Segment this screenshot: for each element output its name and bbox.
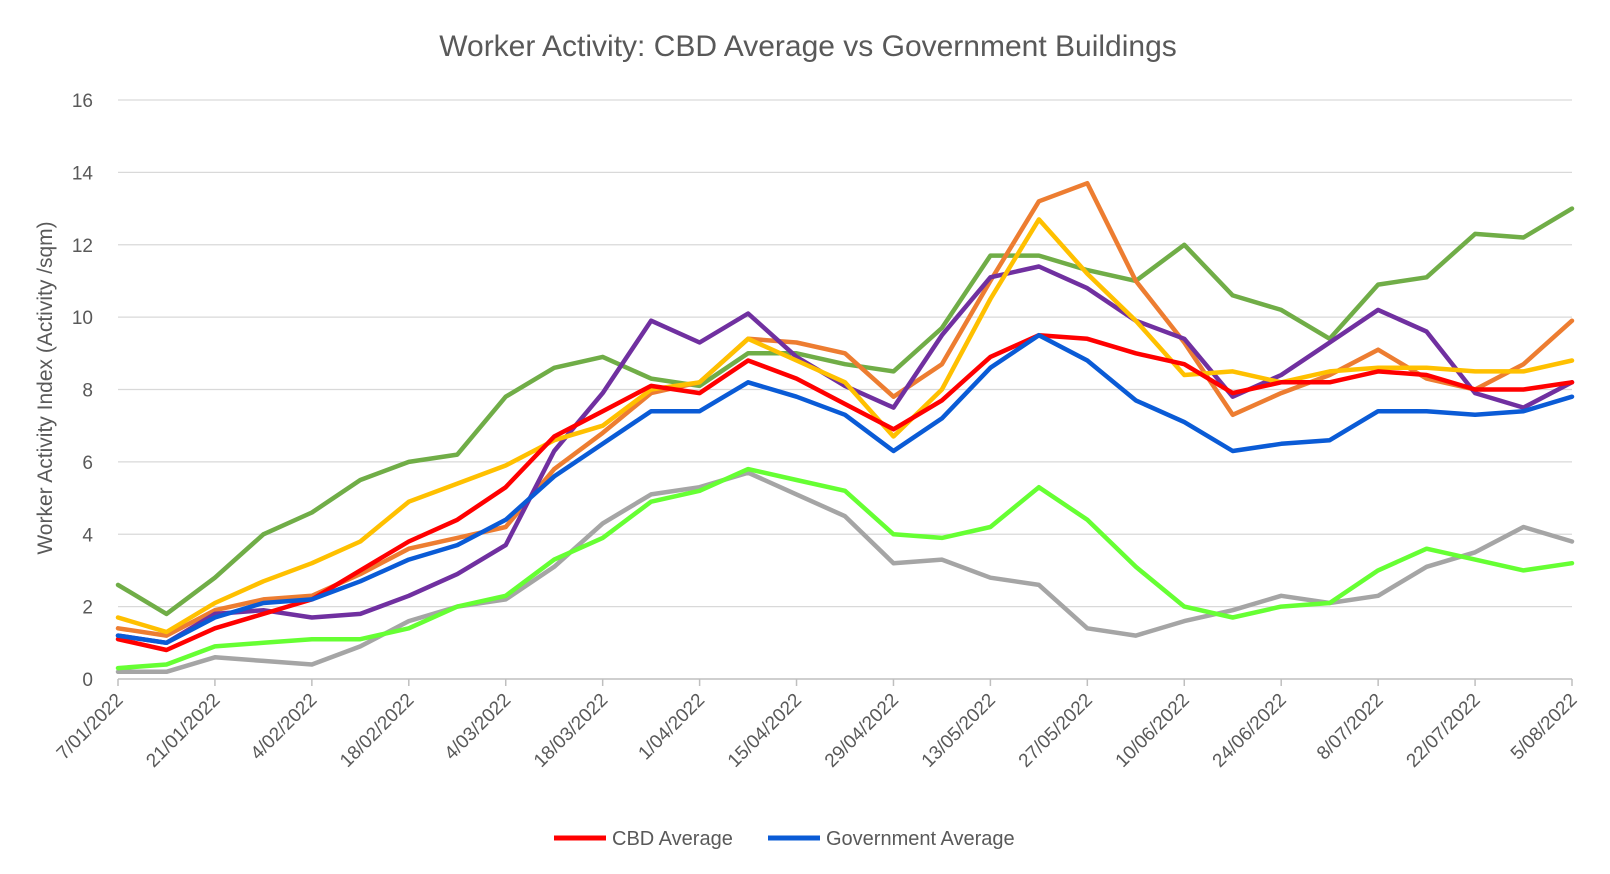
series-line-cbd-average [115, 332, 1575, 653]
x-tick-label: 4/02/2022 [247, 690, 322, 765]
y-tick-label: 0 [82, 670, 93, 691]
x-tick-label: 13/05/2022 [918, 690, 1000, 772]
x-tick-label: 18/03/2022 [530, 690, 612, 772]
series-line-5 [115, 470, 1575, 675]
x-tick-labels: 7/01/2022 21/01/2022 4/02/2022 18/02/2022 4/… [53, 690, 1582, 772]
x-tick-label: 21/01/2022 [142, 690, 224, 772]
legend-label: Government Average [826, 828, 1015, 850]
series-line-government-average [115, 332, 1575, 646]
series-line-3 [115, 264, 1575, 646]
legend: CBD Average Government Average [554, 828, 1015, 850]
y-tick-label: 10 [72, 308, 93, 329]
x-tick-label: 24/06/2022 [1209, 690, 1291, 772]
x-tick-label: 7/01/2022 [53, 690, 128, 765]
y-axis-label: Worker Activity Index (Activity /sqm) [34, 221, 57, 554]
x-tick-label: 4/03/2022 [441, 690, 516, 765]
series-lines [115, 180, 1575, 675]
series-line-6 [115, 466, 1575, 671]
y-tick-label: 12 [72, 236, 93, 257]
y-tick-label: 16 [72, 91, 93, 112]
x-tick-label: 1/04/2022 [635, 690, 710, 765]
x-tick-label: 10/06/2022 [1112, 690, 1194, 772]
y-tick-label: 8 [82, 381, 93, 402]
x-tick-label: 8/07/2022 [1313, 690, 1388, 765]
series-line-4 [115, 217, 1575, 635]
series-line-1 [115, 206, 1575, 617]
x-tick-label: 29/04/2022 [821, 690, 903, 772]
series-line-2 [115, 180, 1575, 638]
gridlines [117, 99, 1573, 686]
y-tick-label: 2 [82, 598, 93, 619]
x-tick-label: 18/02/2022 [336, 690, 418, 772]
y-tick-label: 4 [82, 525, 93, 546]
x-tick-label: 15/04/2022 [724, 690, 806, 772]
x-tick-label: 5/08/2022 [1507, 690, 1582, 765]
y-tick-label: 6 [82, 453, 93, 474]
x-tick-label: 22/07/2022 [1403, 690, 1485, 772]
x-tick-label: 27/05/2022 [1015, 690, 1097, 772]
y-tick-labels: 0 2 4 6 8 10 12 14 16 [72, 91, 94, 691]
chart-title: Worker Activity: CBD Average vs Governme… [439, 30, 1177, 63]
y-tick-label: 14 [72, 163, 94, 184]
legend-label: CBD Average [612, 828, 733, 850]
